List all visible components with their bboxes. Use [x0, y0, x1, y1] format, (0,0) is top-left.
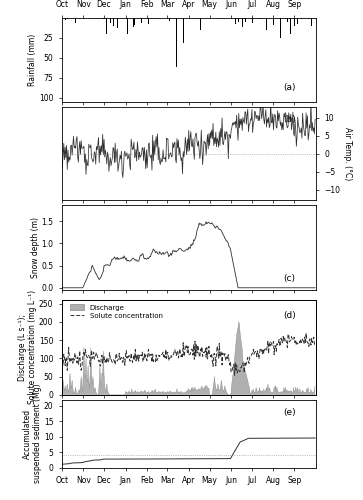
Bar [287, 18, 288, 21]
Bar [103, 18, 104, 19]
Bar [65, 18, 66, 20]
Y-axis label: Air Temp. (°C): Air Temp. (°C) [343, 127, 352, 180]
Bar [134, 18, 135, 24]
Text: (c): (c) [283, 274, 295, 283]
Bar [75, 18, 76, 22]
Bar [200, 18, 201, 29]
Y-axis label: Rainfall (mm): Rainfall (mm) [28, 34, 37, 86]
Bar [183, 18, 184, 43]
Bar [176, 18, 177, 68]
Bar [252, 18, 253, 22]
Bar [81, 18, 82, 24]
Bar [280, 18, 281, 38]
Bar [127, 18, 128, 34]
Text: (d): (d) [283, 312, 295, 320]
Bar [141, 18, 142, 24]
Bar [106, 18, 107, 34]
Bar [190, 18, 191, 42]
Bar [88, 18, 89, 24]
Bar [148, 18, 149, 24]
Bar [110, 18, 111, 24]
Bar [301, 18, 302, 19]
Bar [297, 18, 298, 24]
Bar [67, 18, 68, 20]
Bar [117, 18, 118, 28]
Bar [245, 18, 246, 22]
Bar [294, 18, 295, 26]
Y-axis label: Accumulated
suspended sediment (Mg): Accumulated suspended sediment (Mg) [23, 384, 42, 484]
Bar [113, 18, 114, 26]
Text: (b): (b) [283, 115, 295, 124]
Bar [83, 18, 84, 54]
Bar [72, 18, 73, 22]
Legend: Discharge, Solute concentration: Discharge, Solute concentration [70, 304, 163, 319]
Bar [133, 18, 134, 27]
Bar [169, 18, 170, 21]
Y-axis label: Discharge (L s⁻¹);
Solute concentration (mg L⁻¹): Discharge (L s⁻¹); Solute concentration … [18, 290, 37, 405]
Bar [224, 18, 225, 29]
Bar [266, 18, 267, 29]
Bar [90, 18, 91, 25]
Bar [235, 18, 236, 24]
Bar [308, 18, 309, 20]
Bar [311, 18, 312, 25]
Bar [63, 18, 64, 31]
Text: (e): (e) [283, 408, 295, 417]
Bar [217, 18, 218, 26]
Bar [290, 18, 291, 34]
Y-axis label: Snow depth (m): Snow depth (m) [31, 217, 40, 278]
Bar [238, 18, 239, 21]
Bar [273, 18, 274, 24]
Text: (a): (a) [283, 83, 295, 92]
